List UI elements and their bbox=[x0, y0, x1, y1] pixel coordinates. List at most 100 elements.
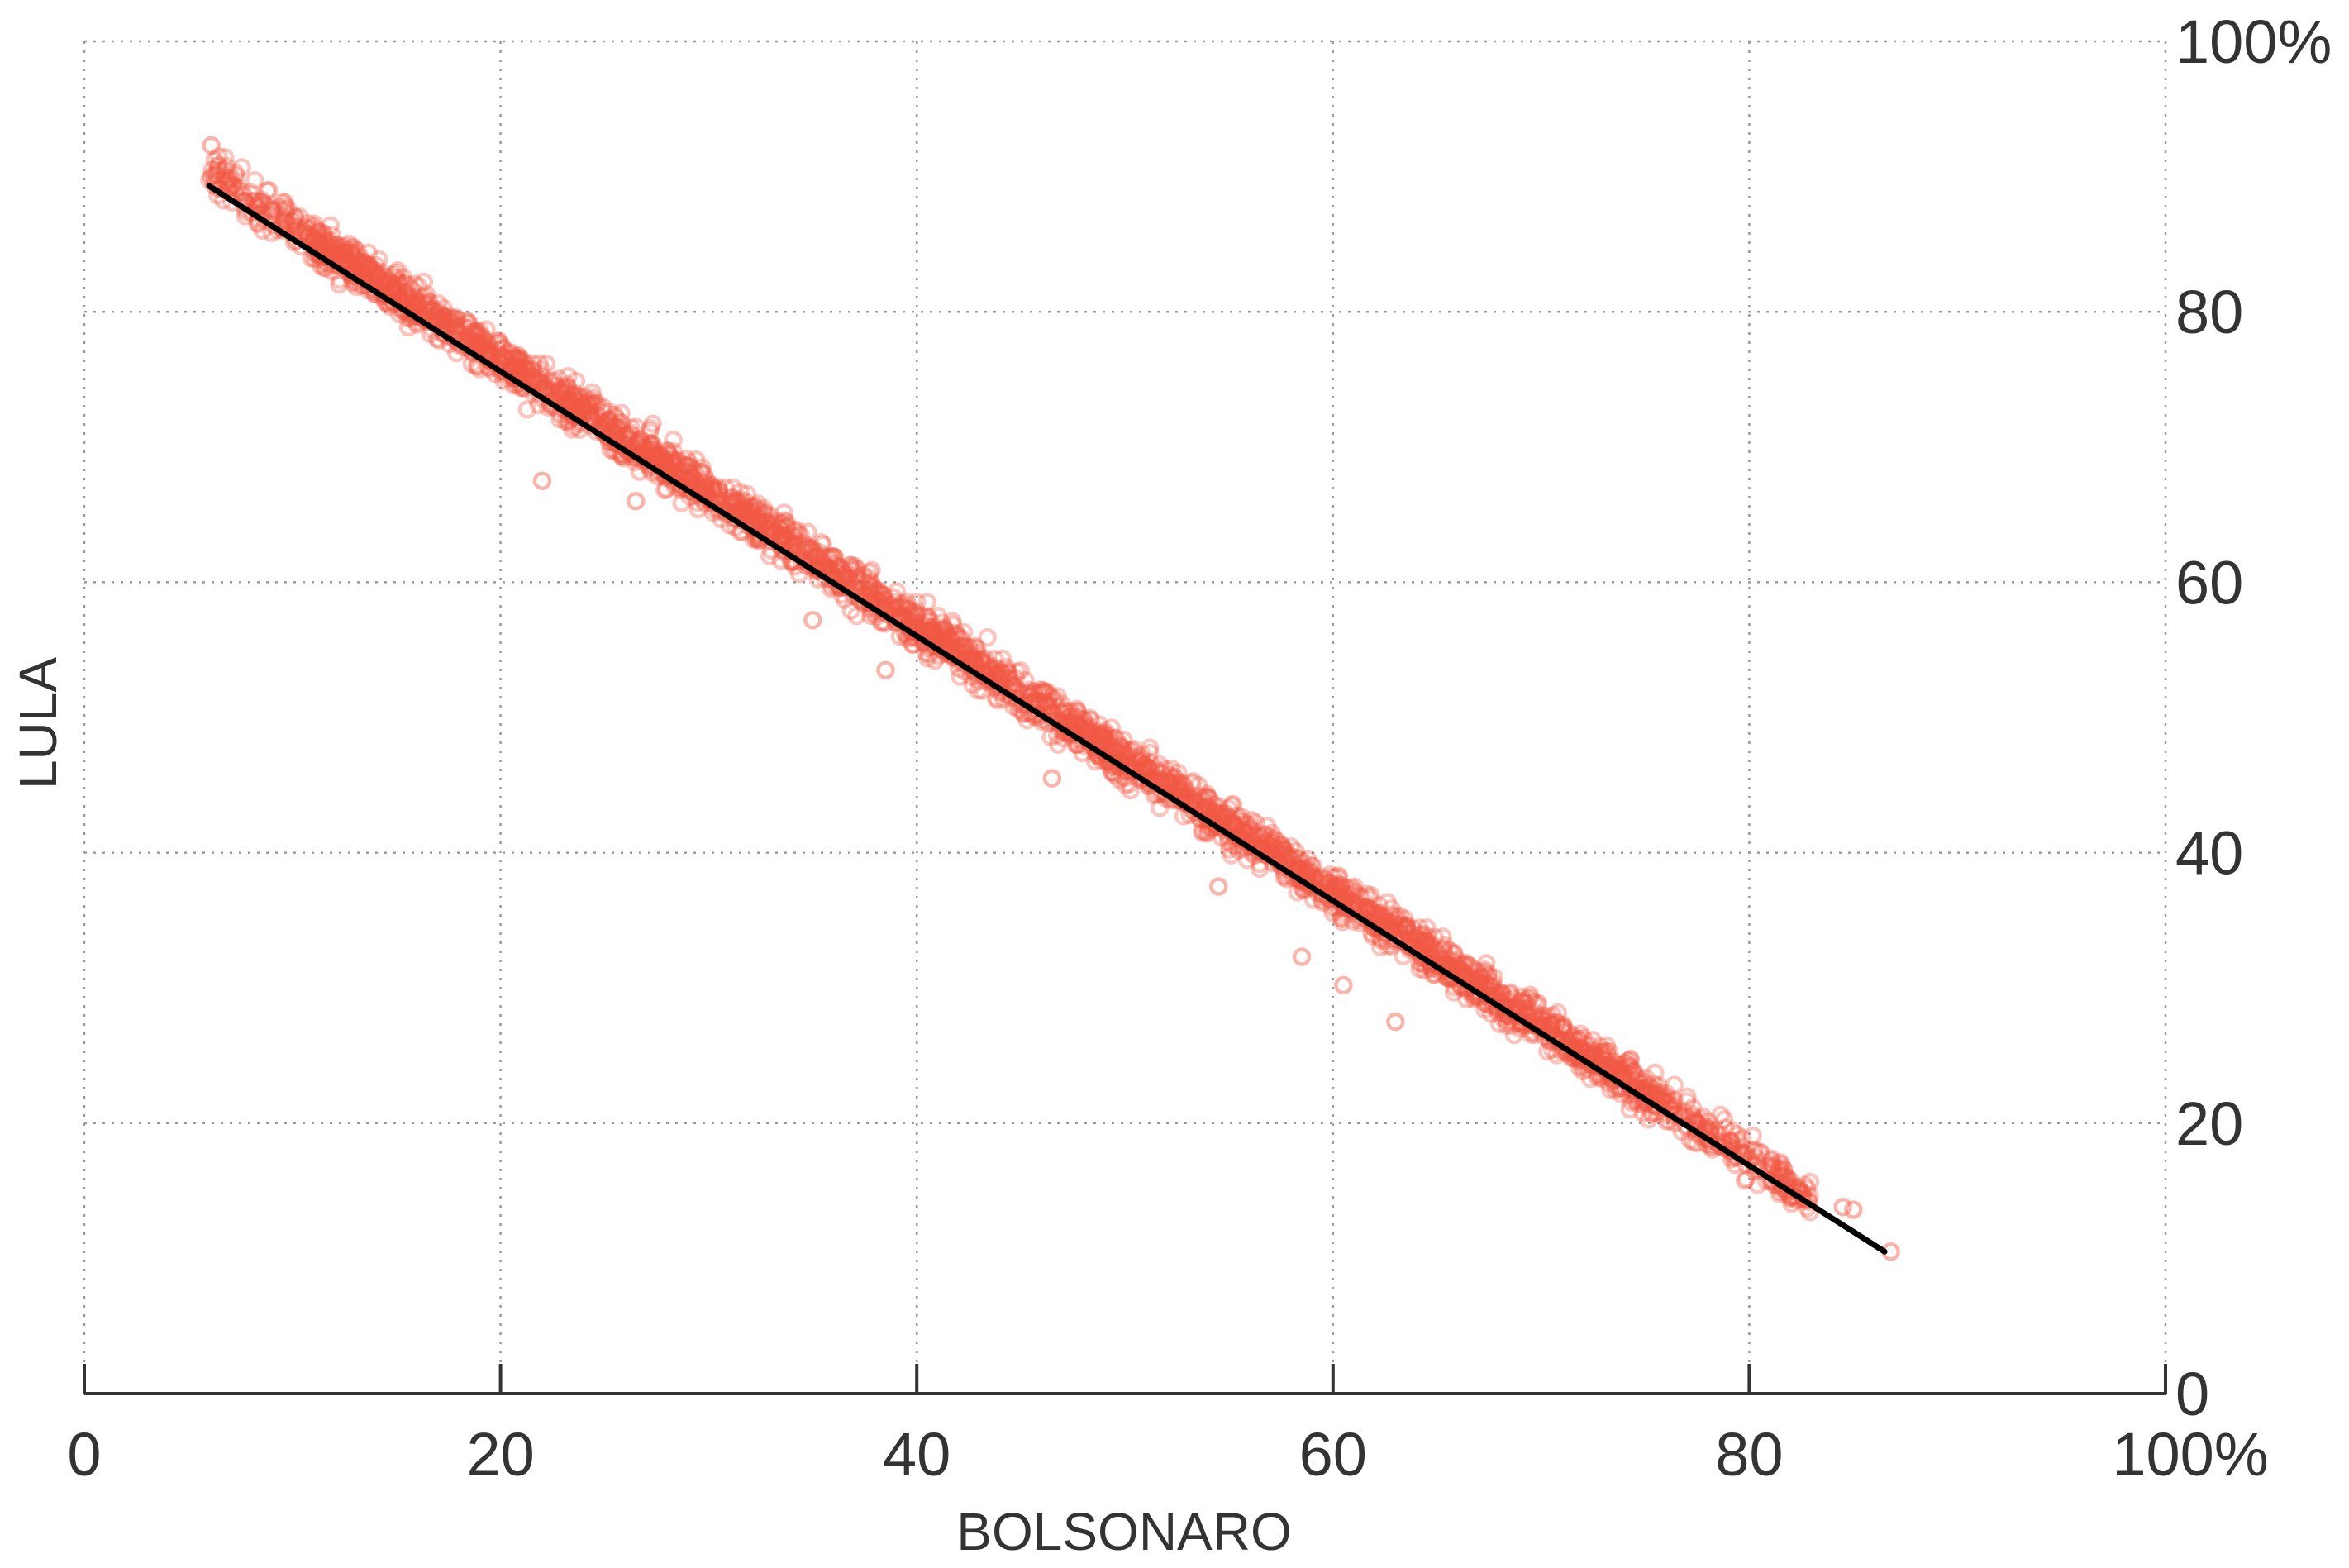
data-point bbox=[1410, 959, 1430, 979]
data-point bbox=[446, 320, 466, 339]
data-point bbox=[646, 447, 665, 467]
data-point bbox=[338, 253, 357, 273]
data-point bbox=[641, 433, 660, 453]
data-point bbox=[1334, 898, 1354, 917]
data-point bbox=[1547, 1046, 1566, 1065]
data-point bbox=[1042, 769, 1062, 788]
data-point bbox=[1068, 703, 1088, 722]
data-point bbox=[258, 181, 277, 200]
data-point bbox=[1511, 991, 1531, 1011]
data-point bbox=[1365, 919, 1384, 938]
data-point bbox=[574, 387, 593, 406]
data-point bbox=[776, 544, 795, 563]
data-point bbox=[202, 160, 222, 180]
data-point bbox=[494, 347, 514, 367]
data-point bbox=[839, 565, 858, 584]
data-point bbox=[969, 651, 989, 670]
data-point bbox=[419, 302, 439, 321]
data-point bbox=[207, 165, 227, 185]
data-point bbox=[972, 651, 992, 670]
data-point bbox=[664, 441, 684, 461]
data-point bbox=[1065, 708, 1084, 727]
data-point bbox=[309, 222, 329, 241]
data-point bbox=[709, 480, 729, 500]
data-point bbox=[1075, 714, 1094, 733]
data-point bbox=[1408, 926, 1428, 946]
data-point bbox=[441, 313, 461, 332]
data-point bbox=[1793, 1189, 1813, 1208]
data-point bbox=[347, 255, 367, 274]
data-point bbox=[1369, 920, 1388, 939]
data-point bbox=[1555, 1022, 1575, 1042]
data-point bbox=[1583, 1031, 1603, 1050]
data-point bbox=[1634, 1089, 1653, 1108]
y-axis-title: LULA bbox=[8, 657, 68, 789]
data-point bbox=[911, 614, 931, 634]
y-tick-label: 100% bbox=[2175, 7, 2332, 76]
data-point bbox=[1723, 1121, 1742, 1141]
data-point bbox=[992, 665, 1011, 685]
data-point bbox=[1320, 877, 1340, 896]
data-point bbox=[1714, 1110, 1734, 1129]
data-point bbox=[600, 403, 620, 422]
data-point bbox=[1160, 774, 1179, 794]
data-point bbox=[635, 438, 654, 457]
data-point bbox=[504, 354, 524, 374]
data-point bbox=[799, 539, 819, 558]
data-point bbox=[1638, 1091, 1657, 1110]
data-point bbox=[502, 343, 522, 362]
data-point bbox=[1034, 692, 1054, 711]
data-point bbox=[932, 626, 951, 645]
data-point bbox=[1649, 1076, 1668, 1095]
data-point bbox=[754, 498, 774, 518]
data-point bbox=[573, 398, 592, 417]
data-point bbox=[1421, 954, 1441, 974]
data-point bbox=[1389, 915, 1408, 934]
data-point bbox=[1364, 903, 1383, 922]
data-point bbox=[1049, 697, 1068, 717]
data-point bbox=[1256, 825, 1275, 844]
data-point bbox=[479, 335, 499, 355]
data-point bbox=[1294, 872, 1313, 892]
data-point bbox=[655, 452, 675, 472]
data-point bbox=[250, 196, 269, 215]
data-point bbox=[1070, 708, 1089, 727]
data-point bbox=[259, 180, 279, 200]
data-point bbox=[1091, 732, 1111, 752]
data-point bbox=[1274, 840, 1293, 859]
data-point bbox=[1743, 1126, 1762, 1146]
data-point bbox=[1775, 1161, 1794, 1180]
data-point bbox=[398, 289, 418, 309]
data-point bbox=[1408, 928, 1427, 948]
data-point bbox=[1211, 807, 1231, 826]
data-point bbox=[1150, 769, 1169, 789]
data-point bbox=[816, 557, 836, 576]
data-point bbox=[1479, 976, 1499, 995]
data-point bbox=[933, 630, 952, 650]
data-point bbox=[1312, 883, 1331, 903]
data-point bbox=[827, 563, 847, 582]
data-point bbox=[1518, 989, 1538, 1008]
data-point bbox=[1097, 725, 1117, 744]
data-point bbox=[641, 438, 660, 458]
data-point bbox=[1580, 1069, 1600, 1089]
data-point bbox=[491, 361, 511, 381]
data-point bbox=[585, 394, 605, 414]
data-point bbox=[436, 317, 456, 336]
data-point bbox=[542, 374, 562, 394]
data-point bbox=[869, 581, 888, 600]
data-point bbox=[356, 260, 375, 280]
data-point bbox=[1067, 699, 1087, 719]
data-point bbox=[1332, 876, 1351, 895]
data-point bbox=[427, 304, 446, 324]
data-point bbox=[1325, 867, 1344, 887]
data-point bbox=[917, 593, 937, 612]
data-point bbox=[559, 393, 578, 412]
data-point bbox=[1219, 799, 1239, 818]
data-point bbox=[383, 280, 403, 299]
data-point bbox=[747, 524, 767, 543]
data-point bbox=[364, 260, 384, 279]
data-point bbox=[1475, 989, 1495, 1008]
data-point bbox=[226, 166, 245, 185]
data-point bbox=[228, 178, 248, 198]
